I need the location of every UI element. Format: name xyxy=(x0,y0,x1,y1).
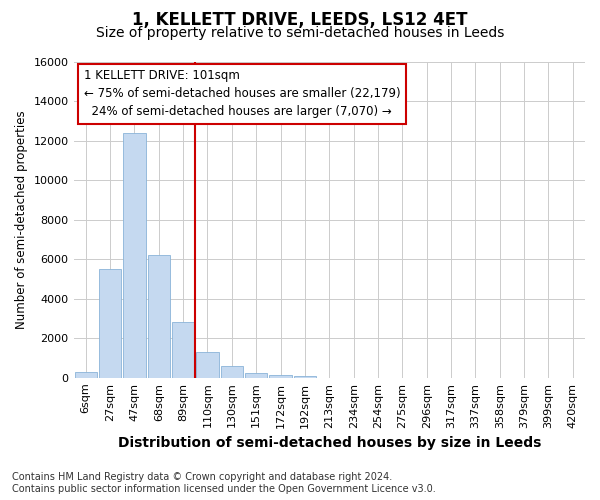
Bar xyxy=(172,322,194,378)
Text: 1, KELLETT DRIVE, LEEDS, LS12 4ET: 1, KELLETT DRIVE, LEEDS, LS12 4ET xyxy=(132,11,468,29)
Bar xyxy=(148,255,170,378)
Bar xyxy=(99,269,121,378)
Y-axis label: Number of semi-detached properties: Number of semi-detached properties xyxy=(15,110,28,329)
Bar xyxy=(269,375,292,378)
Text: 1 KELLETT DRIVE: 101sqm
← 75% of semi-detached houses are smaller (22,179)
  24%: 1 KELLETT DRIVE: 101sqm ← 75% of semi-de… xyxy=(84,70,400,118)
Text: Contains HM Land Registry data © Crown copyright and database right 2024.
Contai: Contains HM Land Registry data © Crown c… xyxy=(12,472,436,494)
X-axis label: Distribution of semi-detached houses by size in Leeds: Distribution of semi-detached houses by … xyxy=(118,436,541,450)
Bar xyxy=(221,366,243,378)
Bar xyxy=(123,132,146,378)
Text: Size of property relative to semi-detached houses in Leeds: Size of property relative to semi-detach… xyxy=(96,26,504,40)
Bar xyxy=(294,376,316,378)
Bar xyxy=(196,352,218,378)
Bar xyxy=(74,372,97,378)
Bar xyxy=(245,373,268,378)
